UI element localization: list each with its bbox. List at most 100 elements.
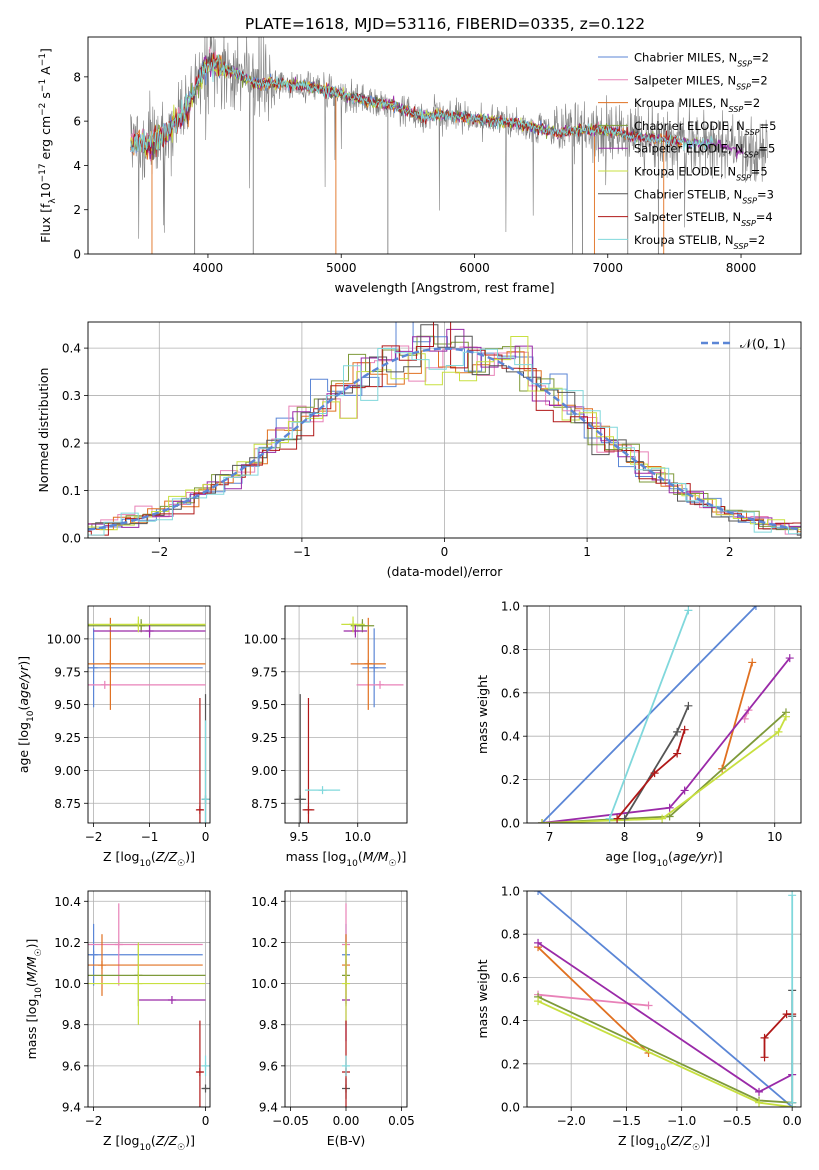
axes-frame [87,36,802,255]
weight-marker-salpeter_stelib [650,769,659,778]
y-tick-label: 0.4 [62,342,81,356]
x-tick-label: −1 [293,545,311,559]
legend-label: Kroupa MILES, NSSP=2 [634,96,760,114]
x-tick-label: 5000 [326,261,357,275]
x-tick-label: 8 [621,830,629,844]
x-tick-label: 0.00 [333,1114,360,1128]
label-part: Kroupa ELODIE, N [634,165,736,179]
y-tick-label: 8 [73,70,81,84]
legend-label: Salpeter STELIB, NSSP=4 [634,210,773,228]
label-part: ( [16,706,31,711]
label-part: =3 [757,187,774,201]
marker-chabrier_stelib [201,1084,210,1093]
y-tick-label: 9.00 [54,764,81,778]
label-part: 10 [139,1143,151,1153]
y-axis-label: mass weight [475,959,490,1038]
x-axis-label: E(B-V) [327,1133,366,1148]
x-tick-label: 0 [441,545,449,559]
label-part: Flux [f [38,203,53,243]
x-tick-label: −0.05 [272,1114,309,1128]
x-tick-label: −1.5 [612,1114,641,1128]
x-axis-label: (data-model)/error [387,564,504,579]
frame-age-vs-Z [87,605,211,824]
y-tick-label: 10.4 [251,895,278,909]
weight-marker-kroupa_stelib [605,814,614,823]
y-tick-label: 9.25 [251,731,278,745]
label-part: SSP [744,150,759,159]
plot-area-mass-vs-EBV [342,903,350,1107]
weight-marker-salpeter_stelib [613,814,622,823]
label-part: −1 [38,79,48,92]
y-tick-label: 9.8 [62,1018,81,1032]
label-part: Z [log [103,849,139,864]
label-part: 10 [34,987,44,999]
y-tick-label: 0.8 [501,643,520,657]
frame-residuals: 𝒩(0, 1) [87,321,802,539]
y-axis-label: Normed distribution [36,368,51,493]
weight-marker-salpeter_elodie [534,938,543,947]
x-tick-label: −2 [85,830,103,844]
label-part: SSP [745,127,760,136]
weight-marker-chabrier_stelib [673,727,682,736]
y-tick-label: 2 [73,203,81,217]
label-part: 10 [38,182,53,198]
label-part: Salpeter MILES, N [634,73,736,87]
x-tick-label: 6000 [459,261,490,275]
label-part: ☉ [389,859,397,869]
label-part: ( [151,849,156,864]
axes-frame [526,890,802,1108]
legend: 𝒩(0, 1) [701,336,786,351]
model-spectrum-kroupa_stelib [130,54,714,153]
label-part: =2 [752,51,769,65]
marker-chabrier_miles [89,950,98,959]
marker-kroupa_miles [106,659,115,668]
weight-marker-salpeter_stelib [673,749,682,758]
plot-area-weight-vs-age [538,606,794,823]
x-tick-label: 0.0 [783,1114,802,1128]
label-part: Chabrier STELIB, N [634,187,742,201]
marker-salpeter_miles [376,680,385,689]
weight-marker-chabrier_stelib [684,701,693,710]
label-part: )] [397,849,407,864]
label-part: =2 [748,233,765,247]
marker-kroupa_stelib [342,1061,350,1070]
label-part: Z/Z [155,1133,178,1148]
weight-line-chabrier_miles [537,891,793,1107]
marker-salpeter_stelib [195,1068,204,1077]
x-tick-label: 7000 [592,261,623,275]
weight-marker-kroupa_elodie [781,712,790,721]
histogram-chabrier_miles [88,322,801,530]
histogram-kroupa_elodie [88,336,801,531]
y-axis-label: age [log10(age/yr)] [16,656,36,773]
marker-chabrier_stelib [296,795,305,804]
weight-marker-kroupa_stelib [684,606,693,615]
label-part: SSP [736,173,751,182]
x-tick-label: −1 [141,830,159,844]
y-tick-label: 9.4 [259,1101,278,1115]
panel-weight-vs-age: 7 8 9 10 0.0 0.2 0.4 0.6 0.8 1.0 mass weight age [l… [475,600,802,869]
marker-salpeter_elodie [145,626,154,635]
label-part: Z [log [618,1133,654,1148]
y-tick-label: 0.6 [501,971,520,985]
y-tick-label: 9.6 [259,1059,278,1073]
frame-age-vs-mass [284,605,408,824]
legend-label: Kroupa STELIB, NSSP=2 [634,233,765,251]
x-tick-label: 0 [202,830,210,844]
marker-kroupa_elodie [134,620,143,629]
x-axis-label: Z [log10(Z/Z☉)] [103,849,195,869]
frame-mass-vs-Z [87,890,211,1108]
y-tick-label: 9.00 [251,764,278,778]
label-part: Salpeter ELODIE, N [634,142,744,156]
label-part: ☉ [177,859,185,869]
y-tick-label: 1.0 [501,885,520,899]
weight-marker-kroupa_miles [748,658,757,667]
label-part: SSP [742,196,757,205]
label-part: )] [185,1133,195,1148]
y-tick-label: 0 [73,248,81,262]
y-tick-label: 8.75 [251,797,278,811]
y-tick-label: 0.4 [501,1014,520,1028]
weight-line-salpeter_stelib [616,729,686,820]
weight-marker-salpeter_miles [644,1001,653,1010]
y-tick-label: 10.00 [244,632,278,646]
